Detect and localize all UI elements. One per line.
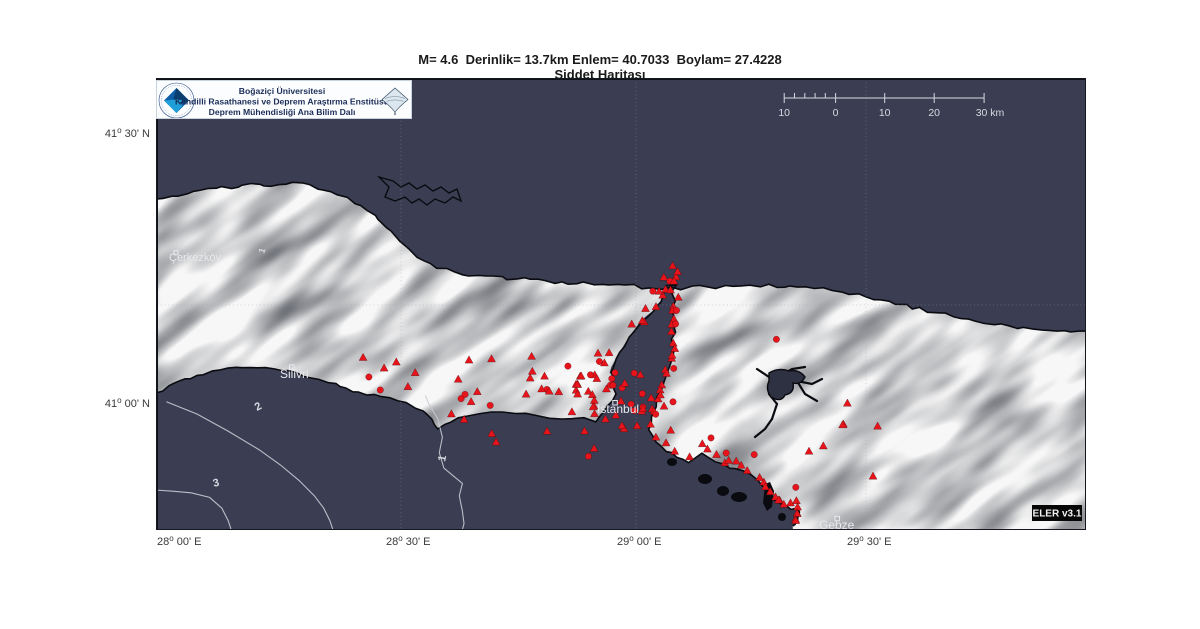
svg-text:30 km: 30 km [976,107,1005,119]
svg-text:Gebze: Gebze [819,518,855,530]
svg-text:Boğaziçi Üniversitesi: Boğaziçi Üniversitesi [239,86,325,96]
svg-text:Istanbul: Istanbul [597,402,639,416]
svg-text:ELER v3.1: ELER v3.1 [1033,509,1082,520]
svg-text:20: 20 [928,107,940,119]
svg-text:10: 10 [778,107,790,119]
svg-text:Silivri: Silivri [280,367,309,381]
svg-text:Kandilli Rasathanesi ve Deprem: Kandilli Rasathanesi ve Deprem Araştırma… [175,97,389,107]
svg-text:10: 10 [879,107,891,119]
svg-text:Çerkezköy: Çerkezköy [169,252,221,264]
svg-text:Deprem Mühendisliği Ana Bilim: Deprem Mühendisliği Ana Bilim Dalı [209,107,356,117]
svg-text:0: 0 [833,107,839,119]
